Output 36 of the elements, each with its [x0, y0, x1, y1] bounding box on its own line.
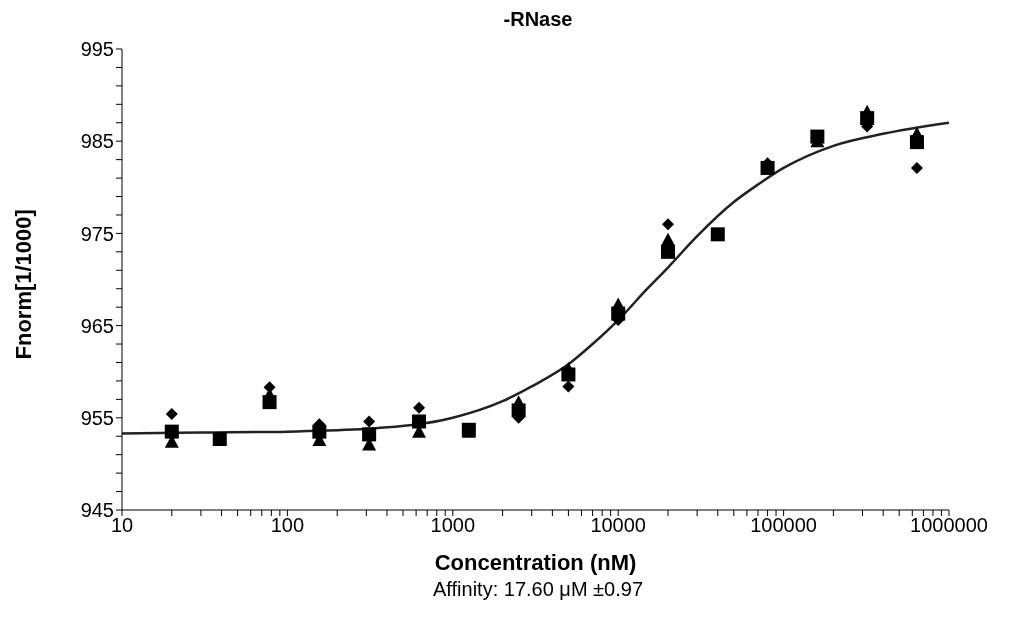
x-tick-label: 100000	[750, 514, 817, 537]
text: Affinity: 17.60 μM ±0.97	[432, 578, 644, 601]
point	[413, 401, 426, 414]
point	[362, 427, 377, 442]
point	[909, 135, 924, 150]
point	[363, 415, 376, 428]
point	[212, 432, 227, 447]
y-tick-label: 965	[80, 314, 114, 337]
point	[562, 380, 575, 393]
y-tick-label: 985	[80, 130, 114, 153]
point	[760, 160, 775, 175]
point	[660, 244, 675, 259]
y-tick-label: 995	[80, 38, 114, 61]
y-tick-label: 955	[80, 406, 114, 429]
point	[262, 395, 277, 410]
point	[611, 306, 626, 321]
point	[810, 129, 825, 144]
x-tick-label: 1000000	[910, 514, 988, 537]
y-tick-label: 975	[80, 222, 114, 245]
y-axis-title: Fnorm[1/1000]	[10, 209, 36, 360]
x-tick-label: 100	[270, 514, 305, 537]
x-tick-label: 10000	[590, 514, 647, 537]
point	[164, 424, 179, 439]
point	[710, 227, 725, 242]
point	[910, 161, 923, 174]
point	[165, 408, 178, 421]
point	[661, 218, 674, 231]
x-axis-title: Concentration (nM)	[434, 550, 637, 575]
point	[561, 367, 576, 382]
point	[412, 414, 427, 429]
x-tick-label: 1000	[430, 514, 476, 537]
chart-title: -RNase	[502, 8, 574, 32]
y-tick-label: 945	[80, 499, 114, 522]
point	[312, 424, 327, 439]
point	[860, 111, 875, 126]
point	[511, 403, 526, 418]
